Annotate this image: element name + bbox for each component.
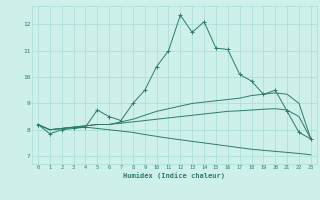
X-axis label: Humidex (Indice chaleur): Humidex (Indice chaleur)	[124, 172, 225, 179]
